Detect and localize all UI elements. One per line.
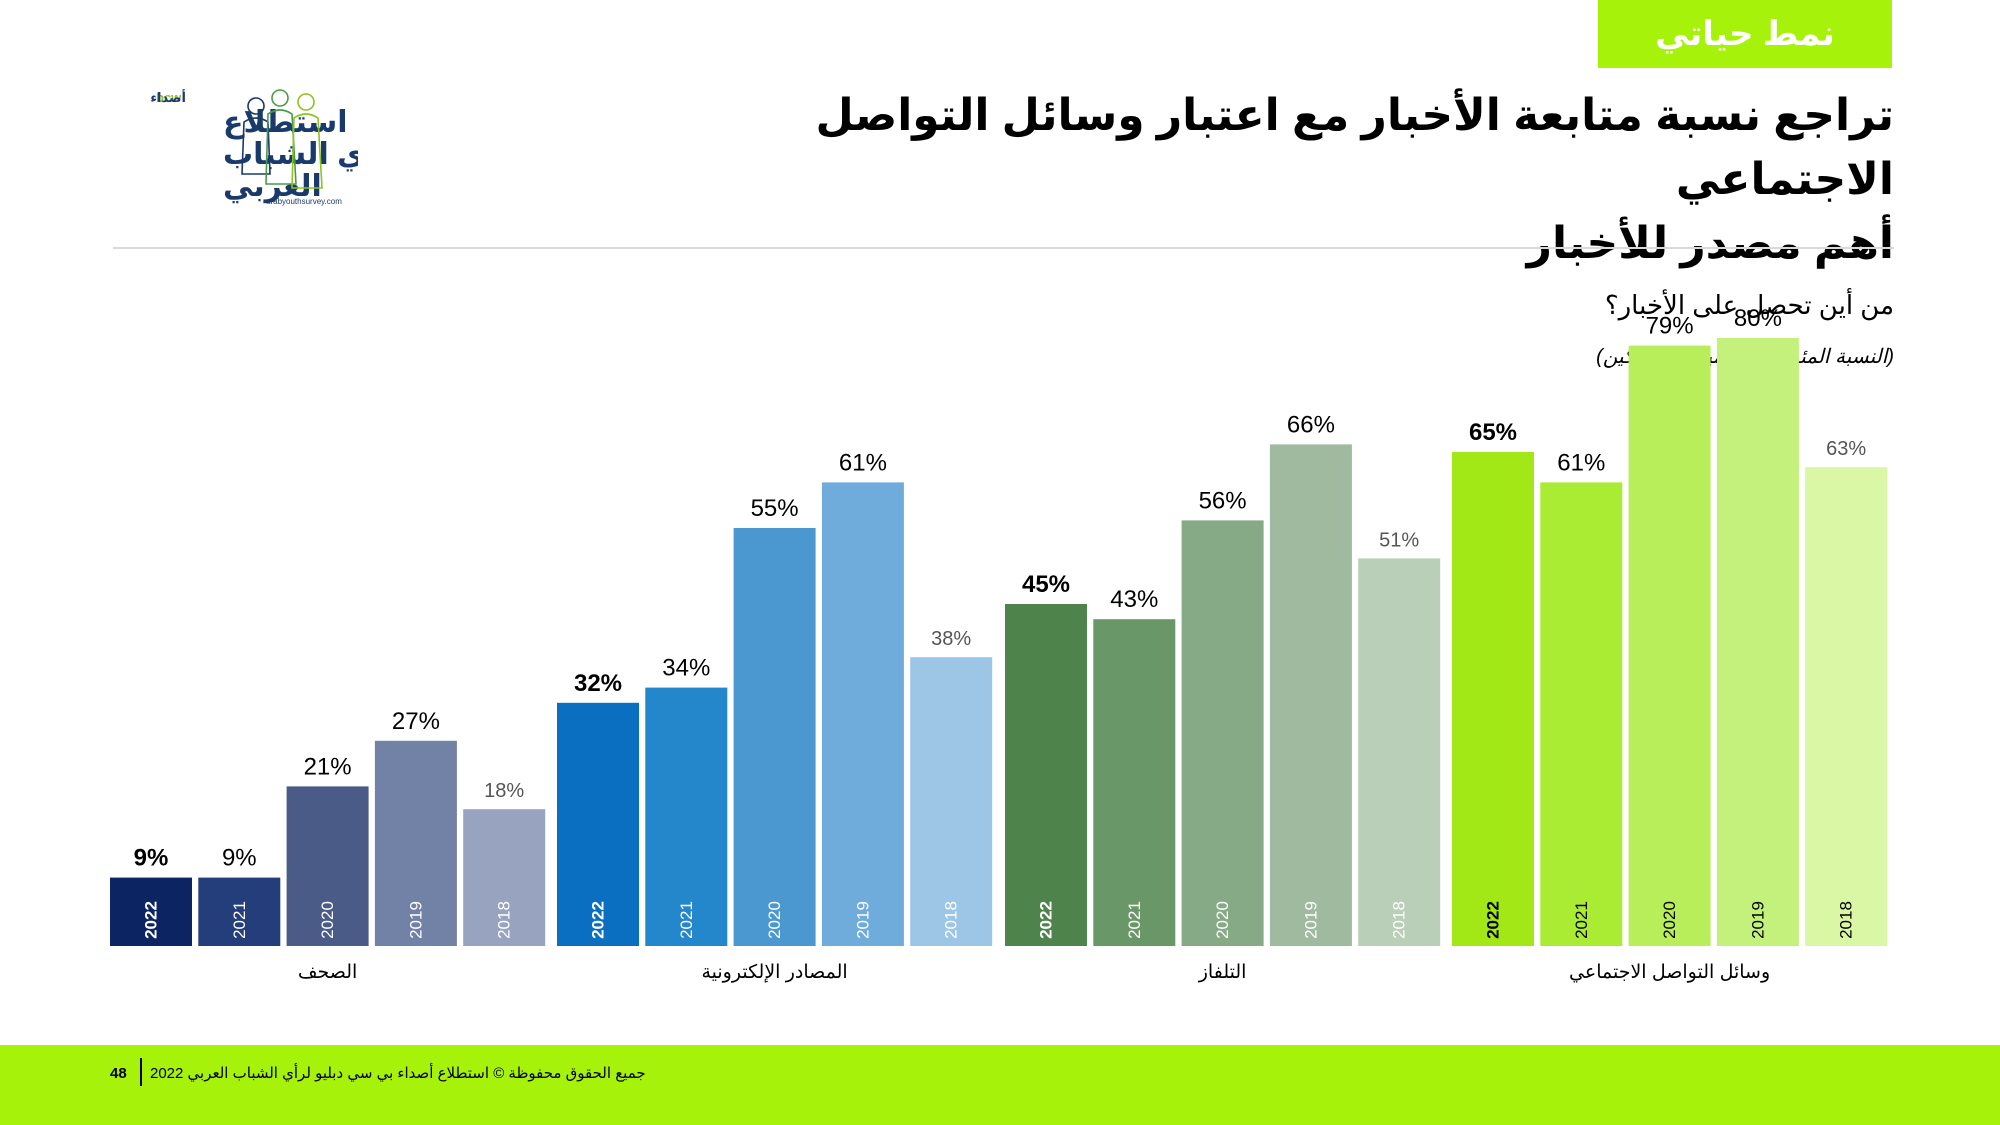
value-label: 79% [1646,313,1694,340]
year-label: 2020 [765,901,784,939]
year-label: 2022 [142,901,161,939]
bar [1540,482,1623,946]
value-label: 61% [1557,449,1605,476]
logo-brand: bcw [156,90,182,105]
year-label: 2021 [230,901,249,939]
value-label: 45% [1022,571,1070,598]
page-title: تراجع نسبة متابعة الأخبار مع اعتبار وسائ… [594,84,1894,276]
value-label: 65% [1469,419,1517,446]
bar [1005,604,1087,946]
section-tag: نمط حياتي [1598,0,1892,68]
bar [198,877,281,946]
footer-separator [140,1058,142,1086]
category-label: المصادر الإلكترونية [701,962,847,983]
value-label: 9% [222,845,257,872]
year-label: 2022 [1484,901,1503,939]
chart-question: من أين تحصل على الأخبار؟ [1604,290,1894,320]
value-label: 61% [839,449,887,476]
bar [374,740,457,946]
year-label: 2018 [942,901,961,939]
year-label: 2018 [1390,901,1409,939]
bar [821,482,904,946]
bar [1628,345,1711,947]
bar [1269,444,1352,946]
bar-chart: 9% 2022 9% 2021 21% 2020 27% 2019 18% 2018 الصحف 32… [110,305,1888,983]
title-divider [113,247,1894,249]
year-label: 2019 [1301,901,1320,939]
year-label: 2019 [1748,901,1767,939]
value-label: 27% [392,708,440,735]
value-label: 38% [931,628,971,650]
year-label: 2019 [406,901,425,939]
bar [557,702,639,946]
value-label: 51% [1379,529,1419,551]
category-label: وسائل التواصل الاجتماعي [1569,962,1770,983]
value-label: 21% [304,753,352,780]
page-number: 48 [110,1065,127,1082]
year-label: 2021 [1125,901,1144,939]
value-label: 63% [1826,438,1866,460]
logo-line-2: رأي الشباب [223,134,358,171]
value-label: 55% [751,495,799,522]
bar [1452,452,1534,946]
bar [463,809,546,946]
bar [1358,558,1441,946]
arab-youth-survey-logo: bcw أصداء استطلاع رأي الشباب العربي arab… [150,89,358,206]
bar [910,657,993,946]
year-label: 2020 [318,901,337,939]
logo-url: arabyouthsurvey.com [266,197,342,206]
people-illustration-icon [241,89,323,189]
year-label: 2020 [1660,901,1679,939]
year-label: 2018 [1837,901,1856,939]
logo-brand-ar: أصداء [150,89,186,105]
year-label: 2021 [1572,901,1591,939]
value-label: 80% [1734,305,1782,332]
value-label: 43% [1110,586,1158,613]
year-label: 2020 [1213,901,1232,939]
bar [1181,520,1264,946]
title-line-1: تراجع نسبة متابعة الأخبار مع اعتبار وسائ… [815,91,1894,204]
bar [110,877,192,946]
bar [645,687,728,946]
bar [1093,619,1176,946]
year-label: 2022 [589,901,608,939]
category-label: التلفاز [1198,962,1247,983]
bar [1716,338,1799,946]
year-label: 2021 [677,901,696,939]
year-label: 2018 [495,901,514,939]
footer-copyright: جميع الحقوق محفوظة © استطلاع أصداء بي سي… [150,1065,646,1082]
bar [1805,467,1888,946]
title-line-2: أهم مصدر للأخبار [1526,219,1894,268]
footer-bar [0,1045,2000,1125]
category-label: الصحف [298,962,357,983]
value-label: 34% [662,655,710,682]
value-label: 18% [484,780,524,802]
value-label: 66% [1287,411,1335,438]
year-label: 2022 [1037,901,1056,939]
value-label: 32% [574,670,622,697]
value-label: 9% [134,845,169,872]
year-label: 2019 [853,901,872,939]
bar [733,528,816,946]
logo-line-3: العربي [223,170,322,204]
bar [286,786,369,946]
value-label: 56% [1199,487,1247,514]
